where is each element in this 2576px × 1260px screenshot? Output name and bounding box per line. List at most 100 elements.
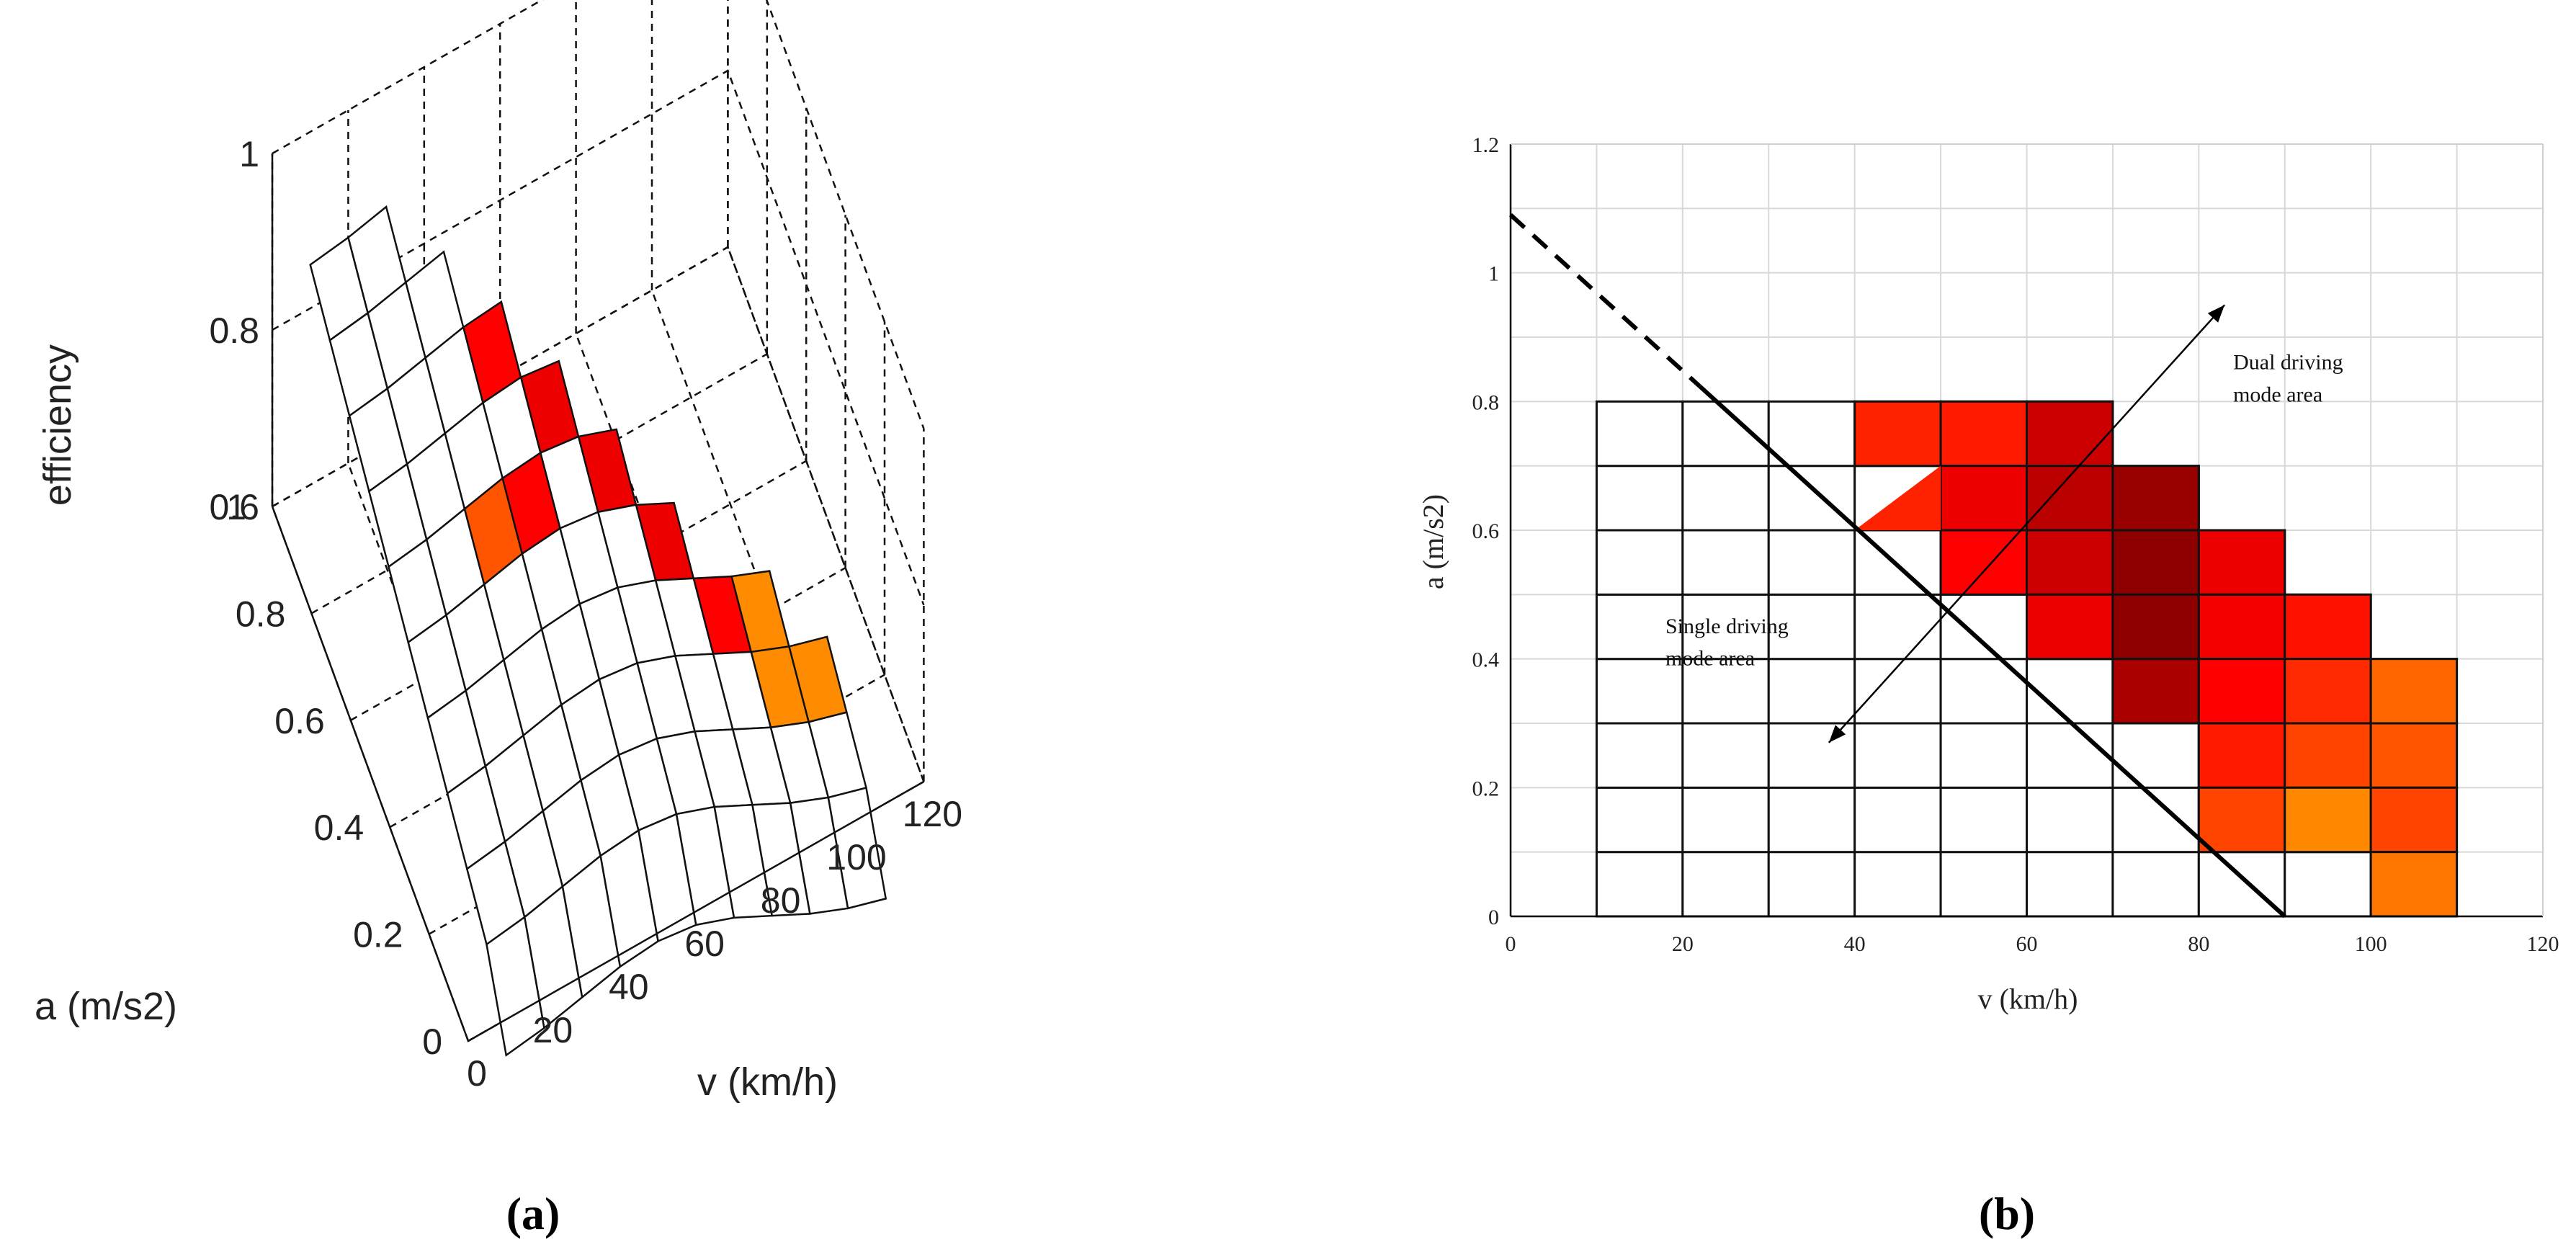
colored-cell: [1939, 400, 2028, 468]
colored-cell: [2111, 529, 2200, 596]
grid-cell: [1853, 851, 1942, 918]
colored-cell: [2026, 593, 2114, 661]
surface-patch: [486, 915, 545, 1057]
y-tick-label: 1: [226, 487, 246, 527]
annotation-text: mode area: [2233, 383, 2322, 406]
y-tick-label: 0.8: [1472, 390, 1500, 414]
grid-cell: [1853, 786, 1942, 854]
colored-cell: [2284, 722, 2372, 789]
x-tick-label: 100: [826, 837, 886, 877]
y-tick-label: 0: [422, 1022, 442, 1062]
colored-cell: [2111, 658, 2200, 725]
colored-cell: [1939, 465, 2028, 532]
colored-cell: [2284, 658, 2372, 725]
annotations: Dual driving mode area Single driving mode …: [1665, 351, 2343, 671]
arrow-head: [2207, 305, 2225, 323]
arrow-head: [1828, 725, 1846, 743]
colored-cell: [2369, 658, 2459, 725]
colored-cell: [2111, 593, 2200, 661]
annotation-text: mode area: [1665, 647, 1755, 671]
x-tick-label: 100: [2355, 932, 2387, 956]
grid-cell: [2284, 851, 2372, 918]
grid-cell: [1595, 722, 1684, 789]
x-tick-label: 60: [684, 924, 725, 964]
grid-cell: [1767, 529, 1856, 596]
tick-labels: 0 20 40 60 80 100 120 0 0.2 0.4 0.6 0.8 1 1.2: [1472, 133, 2559, 956]
grid-cell: [1595, 400, 1684, 468]
grid-cell: [1681, 851, 1770, 918]
grid-cell: [2111, 851, 2200, 918]
y-tick-label: 0.8: [236, 594, 286, 634]
y-tick-label: 0.2: [1472, 777, 1500, 800]
panel-b-heatmap-chart: 0 20 40 60 80 100 120 0 0.2 0.4 0.6 0.8 1 1.2 Dual dr…: [1417, 133, 2559, 1015]
boundary-line-solid: [1698, 385, 2286, 919]
z-tick-label: 1: [239, 134, 259, 174]
colored-cell: [2026, 400, 2114, 468]
y-tick-label: 1.2: [1472, 133, 1500, 157]
grid-cell: [1595, 465, 1684, 532]
colored-cell: [2369, 851, 2459, 918]
grid-cell: [2026, 786, 2114, 854]
grid-cell: [1595, 786, 1684, 854]
y-tick-label: 0.6: [274, 701, 325, 741]
colored-cell: [2026, 529, 2114, 596]
grid-cell: [1681, 529, 1770, 596]
x-tick-label: 20: [1672, 932, 1694, 956]
grid-cell: [1681, 722, 1770, 789]
y-tick-label: 1: [1488, 262, 1499, 286]
grid-cell: [1939, 851, 2028, 918]
grid-cell: [1939, 786, 2028, 854]
b-x-axis-label: v (km/h): [1978, 983, 2078, 1015]
back-wall-gridline: [272, 0, 925, 429]
x-tick-label: 40: [1844, 932, 1866, 956]
boundary-line-dashed: [1508, 213, 1701, 388]
z-axis-label: efficiency: [36, 344, 79, 506]
grid-cell: [1853, 593, 1942, 661]
grid-cell: [2111, 722, 2200, 789]
annotation-text: Dual driving: [2233, 351, 2343, 375]
colored-cell: [2369, 722, 2459, 789]
axes-lines: [271, 153, 925, 1042]
grid-cell: [1767, 400, 1856, 468]
grid-cell: [1595, 658, 1684, 725]
grid-cell: [1767, 851, 1856, 918]
floor-gridline-v: [727, 246, 925, 782]
back-wall-gridline: [272, 69, 925, 606]
partial-cell: [1854, 465, 1941, 530]
double-arrow-line: [1828, 304, 2226, 743]
grid-cell: [2026, 658, 2114, 725]
b-y-axis-label: a (m/s2): [1417, 494, 1449, 589]
grid-cell: [1595, 529, 1684, 596]
boundary-and-arrow: [1508, 213, 2286, 919]
y-tick-label: 0.2: [353, 915, 403, 955]
colored-cell: [2197, 786, 2286, 854]
x-tick-label: 0: [467, 1053, 487, 1094]
colored-cell: [2197, 593, 2286, 661]
colored-cell: [1853, 400, 1942, 468]
grid-cell: [1595, 851, 1684, 918]
x-tick-label: 0: [1506, 932, 1516, 956]
grid-cell: [1681, 465, 1770, 532]
y-tick-label: 0.6: [1472, 519, 1500, 543]
x-tick-label: 40: [609, 967, 649, 1007]
y-tick-label: 0.4: [1472, 648, 1500, 672]
panel-b-label: (b): [1979, 1188, 2035, 1239]
colored-cell: [2111, 465, 2200, 532]
y-tick-label: 0: [1488, 906, 1499, 929]
colored-cell: [1939, 529, 2028, 596]
solid-axes: [271, 506, 925, 1042]
annotation-text: Single driving: [1665, 615, 1789, 638]
grid-cell: [1767, 465, 1856, 532]
x-tick-label: 120: [903, 794, 962, 834]
x-tick-label: 80: [761, 880, 801, 921]
y-tick-label: 0.4: [314, 808, 365, 848]
colored-cell: [2197, 529, 2286, 596]
z-tick-label: 0.6: [209, 487, 259, 527]
colored-cell: [2284, 593, 2372, 661]
z-tick-label: 0.8: [209, 310, 259, 351]
x-tick-label: 20: [533, 1010, 573, 1050]
grid-cell: [2026, 851, 2114, 918]
